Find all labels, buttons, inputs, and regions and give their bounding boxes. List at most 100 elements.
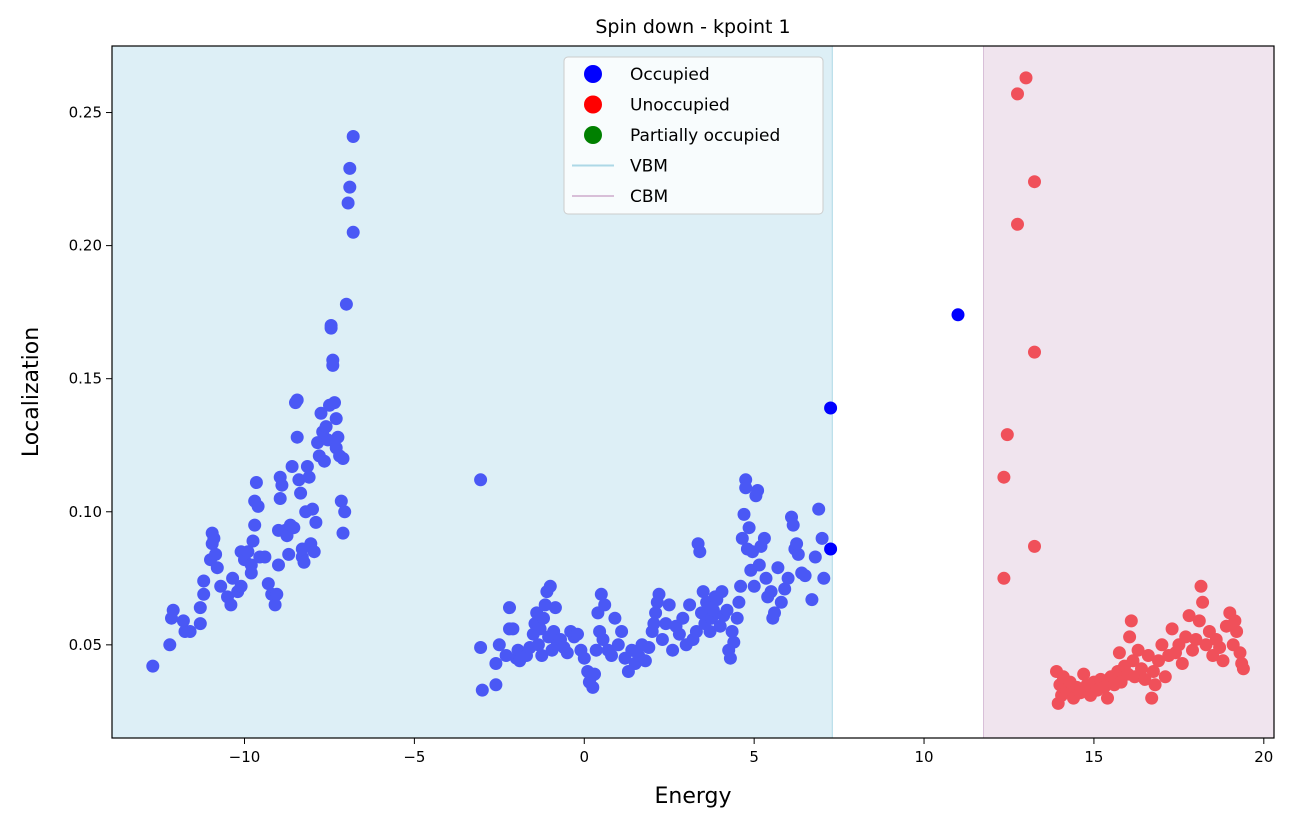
data-point [824,401,838,415]
data-point [1145,691,1159,705]
data-point [747,579,761,593]
data-point [474,641,488,654]
data-point [594,587,608,601]
data-point [824,542,838,556]
data-point [1124,614,1138,628]
data-point [1028,539,1041,553]
data-point [207,531,221,545]
data-point [1182,609,1196,623]
data-point [489,678,503,692]
data-point [1146,665,1160,678]
data-point [1112,646,1126,660]
data-point [261,577,275,591]
data-point [321,433,335,447]
data-point [1123,630,1137,644]
x-tick-label: 5 [749,748,759,766]
data-point [723,651,737,665]
data-point [531,638,545,652]
y-tick-label: 0.15 [69,370,102,388]
data-point [297,555,311,569]
data-point [244,558,258,572]
data-point [790,537,804,551]
data-point [343,161,357,175]
data-point [163,638,177,652]
data-point [696,585,710,599]
data-point [676,611,690,625]
data-point [1135,662,1148,676]
data-point [285,460,299,473]
data-point [596,633,610,646]
x-tick-label: 10 [914,748,933,766]
data-point [951,308,965,322]
data-point [251,499,265,513]
data-point [778,582,792,596]
data-point [193,617,207,631]
data-point [1028,175,1041,189]
y-axis: 0.05 0.10 0.15 0.20 0.25 [69,104,112,654]
data-point [586,680,600,694]
data-point [246,534,260,548]
data-point [328,396,341,410]
data-point [1097,680,1111,694]
data-point [537,611,550,625]
data-point [1138,672,1152,686]
data-point [302,470,316,484]
data-point [214,579,228,593]
data-point [1175,657,1189,670]
data-point [1155,638,1169,652]
data-point [339,297,353,311]
data-point [324,321,338,335]
y-tick-label: 0.05 [69,636,102,654]
data-point [146,659,160,673]
data-point [336,526,350,540]
data-point [786,518,800,532]
data-point [331,430,345,444]
legend-marker [584,65,602,83]
data-point [997,571,1011,585]
data-point [737,507,751,521]
x-axis: −10 −5 0 5 10 15 20 [229,738,1273,766]
data-point [307,545,321,559]
legend-label: Unoccupied [630,96,730,116]
data-point [662,598,676,612]
x-tick-label: 20 [1254,748,1273,766]
data-point [475,683,489,697]
data-point [757,531,771,545]
data-point [997,470,1011,484]
data-point [666,643,680,657]
data-point [1228,614,1242,628]
data-point [725,625,739,638]
data-point [272,558,285,572]
data-point [1011,217,1024,231]
data-point [588,667,601,681]
data-point [817,571,831,585]
data-point [739,481,753,495]
legend-marker [584,126,602,144]
y-tick-label: 0.10 [69,503,102,521]
data-point [209,547,223,561]
data-point [1131,643,1145,657]
data-point [1192,614,1206,628]
data-point [1141,649,1155,662]
data-point [543,579,557,593]
data-point [652,587,666,601]
legend-label: CBM [630,187,668,207]
data-point [275,478,289,492]
data-point [538,598,552,612]
data-point [598,598,612,612]
data-point [1196,595,1210,609]
data-point [1233,646,1247,660]
data-point [548,601,562,615]
data-point [346,225,360,239]
data-point [1213,641,1227,654]
data-point [768,606,781,620]
data-point [751,484,765,497]
legend-label: VBM [630,157,668,177]
data-point [226,571,240,585]
data-point [294,486,308,500]
data-point [489,657,503,670]
data-point [314,406,328,420]
data-point [615,625,629,638]
data-point [338,505,352,519]
data-point [166,603,180,617]
